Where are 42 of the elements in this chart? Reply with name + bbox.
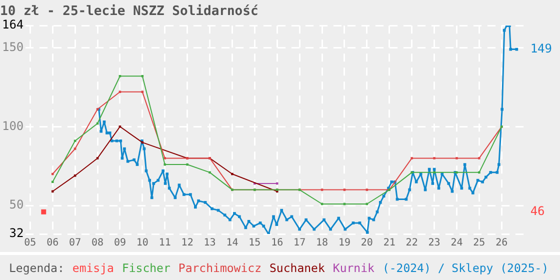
x-tick-label: 16 (271, 238, 284, 249)
x-tick-label: 18 (316, 238, 328, 249)
y2-tick-label: 46 (530, 204, 545, 218)
text: Suchanek (270, 261, 325, 275)
x-tick-label: 13 (204, 238, 216, 249)
text: emisja (72, 261, 114, 275)
x-tick-label: 17 (294, 238, 306, 249)
x-tick-label: 20 (360, 238, 373, 249)
y2-tick-label: 149 (530, 41, 552, 56)
point (118, 74, 122, 78)
x-tick-label: 14 (226, 238, 238, 249)
text: Parchimowicz (178, 261, 262, 275)
x-tick-label: 22 (406, 238, 418, 249)
text: Kurnik (332, 261, 374, 275)
x-tick-label: 08 (91, 238, 104, 249)
x-tick-label: 06 (46, 238, 59, 249)
x-tick-label: 05 (24, 238, 36, 249)
x-tick-label: 10 (136, 238, 148, 249)
point (51, 190, 54, 193)
point (141, 74, 144, 78)
y-tick-label: 32 (9, 226, 24, 240)
x-tick-label: 07 (69, 238, 82, 249)
x-tick-label: 19 (338, 238, 350, 249)
chart-title: 10 zł - 25-lecie NSZZ Solidarność (0, 4, 258, 20)
x-tick-label: 12 (181, 238, 194, 249)
text: Fischer (122, 261, 170, 275)
y-tick-label: 150 (2, 40, 24, 54)
x-tick-label: 24 (450, 238, 463, 249)
y-tick-label: 164 (2, 18, 24, 32)
legend-title: Legenda: (9, 261, 64, 275)
x-tick-label: 23 (428, 238, 440, 249)
x-tick-label: 15 (248, 238, 261, 249)
x-tick-label: 26 (496, 238, 508, 249)
point (276, 182, 278, 185)
x-tick-label: 21 (383, 238, 396, 249)
y-tick-label: 100 (2, 118, 24, 133)
x-tick-label: 25 (473, 238, 486, 249)
point (41, 209, 46, 214)
x-tick-label: 11 (158, 238, 171, 249)
text: (-2024) / Sklepy (2025-) (382, 261, 549, 275)
y-tick-label: 50 (9, 198, 24, 212)
x-tick-label: 09 (114, 238, 126, 249)
